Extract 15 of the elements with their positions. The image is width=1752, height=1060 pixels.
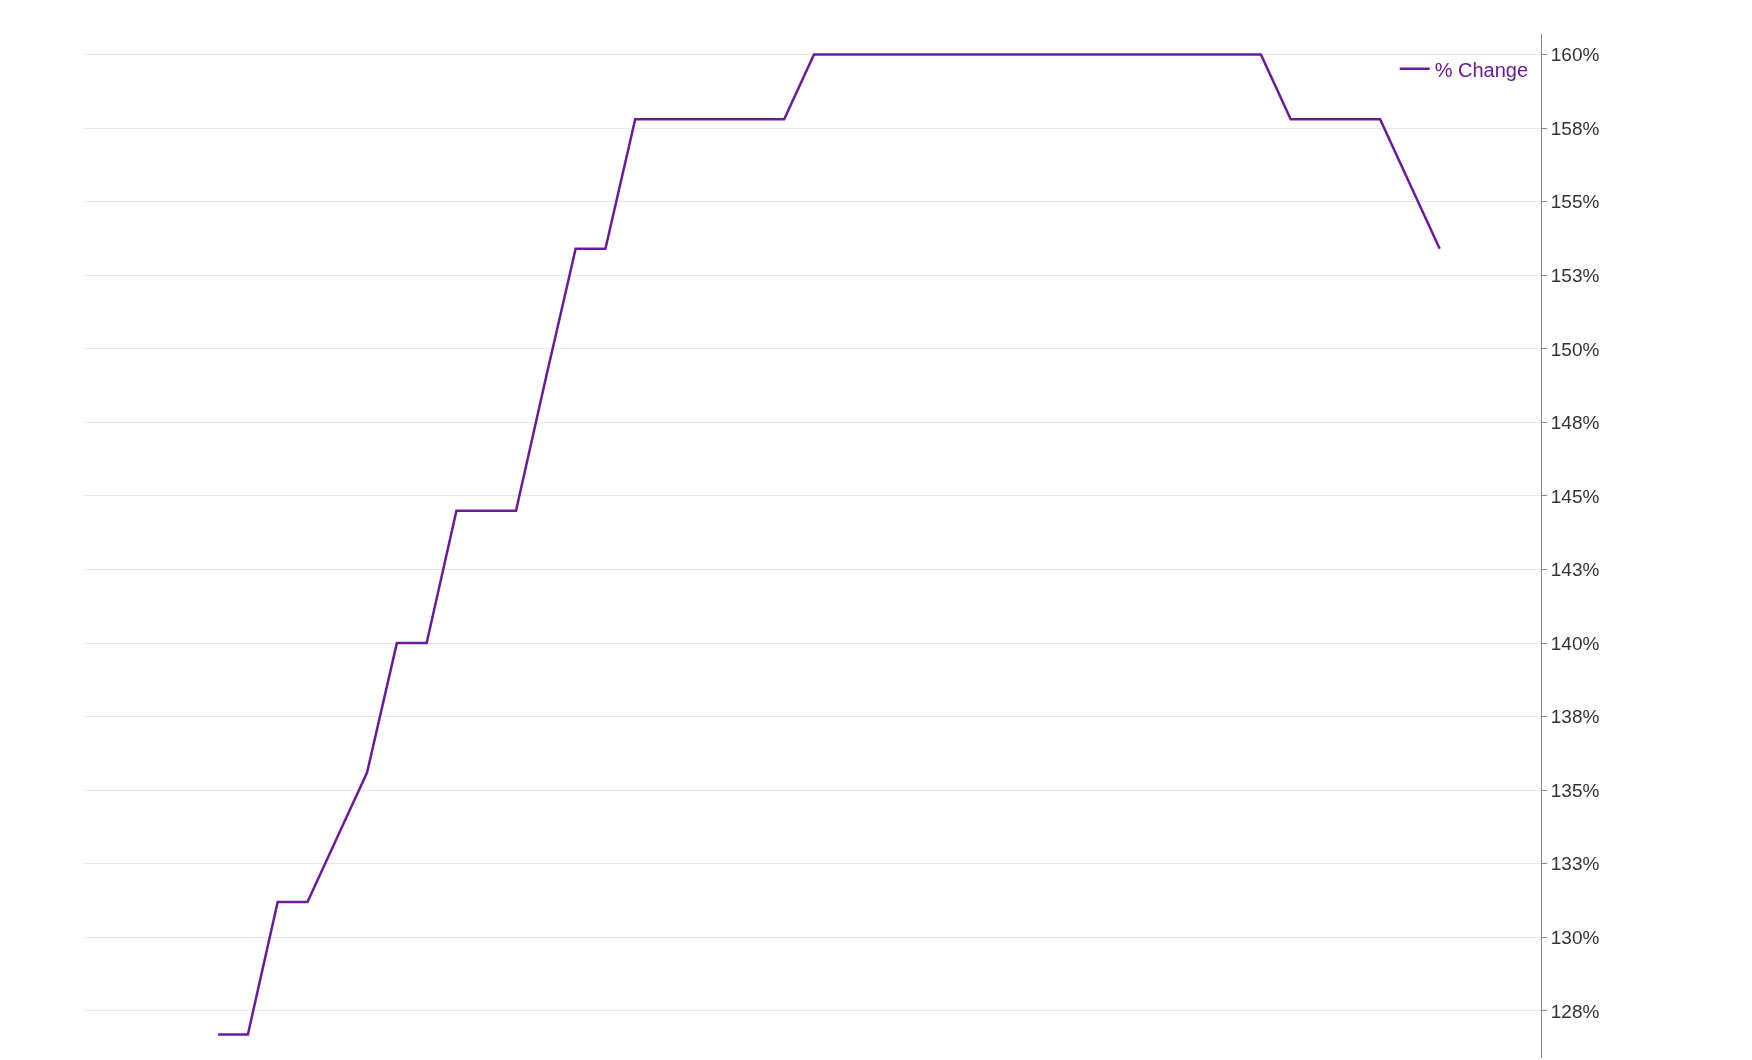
- y-tick-label: 150%: [1550, 338, 1600, 360]
- y-tick-label: 158%: [1550, 117, 1600, 139]
- y-tick-label: 138%: [1550, 706, 1600, 728]
- y-tick-label: 148%: [1550, 412, 1600, 434]
- y-tick-label: 145%: [1550, 485, 1600, 507]
- y-tick-label: 135%: [1550, 779, 1600, 801]
- y-tick-label: 155%: [1550, 191, 1600, 213]
- y-tick-label: 130%: [1550, 927, 1600, 949]
- y-tick-label: 128%: [1550, 1000, 1600, 1022]
- legend-label: % Change: [1434, 58, 1529, 81]
- y-tick-label: 160%: [1550, 44, 1600, 66]
- y-tick-label: 133%: [1550, 853, 1600, 875]
- y-tick-label: 143%: [1550, 559, 1600, 581]
- y-tick-label: 140%: [1550, 632, 1600, 654]
- y-tick-label: 153%: [1550, 264, 1600, 286]
